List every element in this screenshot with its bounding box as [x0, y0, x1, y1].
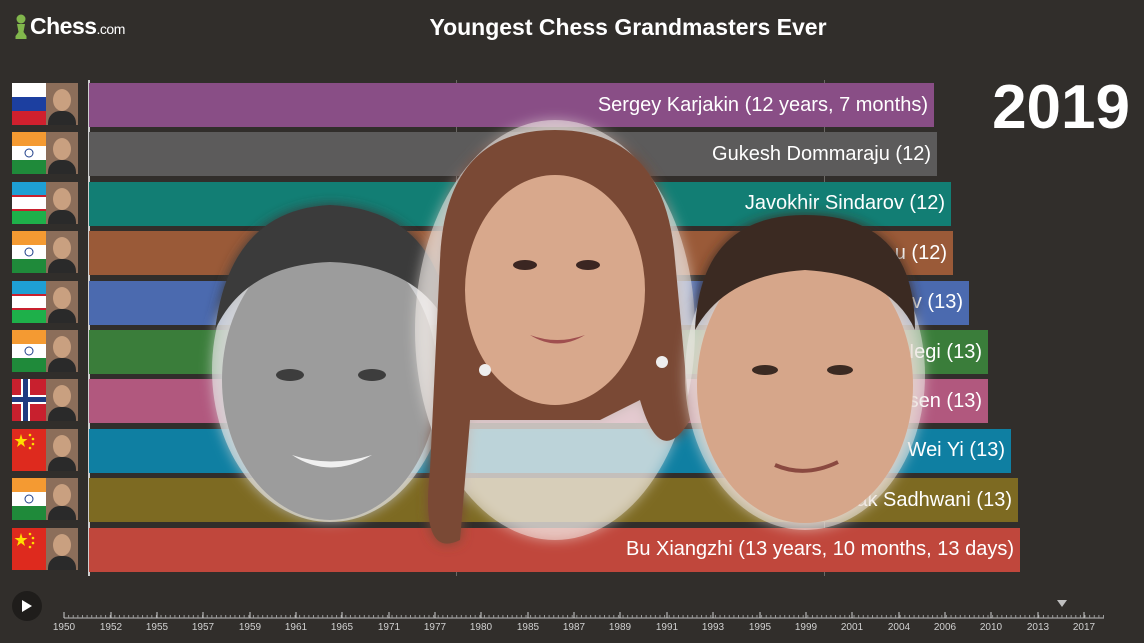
bar-label: Sergey Karjakin (12 years, 7 months)	[597, 93, 928, 116]
timeline-tick-label: 2013	[1026, 622, 1050, 633]
bar-label: u (12)	[894, 241, 947, 264]
bar-label: Negi (13)	[899, 340, 982, 363]
bar-label: unak Sadhwani (13)	[834, 488, 1012, 511]
flag-china-icon	[12, 527, 46, 570]
player-avatar	[46, 231, 78, 274]
player-avatar	[46, 181, 78, 224]
flag-uzbekistan-icon	[12, 181, 46, 224]
pawn-icon	[15, 14, 27, 39]
bar-label: sen (13)	[908, 389, 982, 412]
chess-com-logo[interactable]: Chess.com	[14, 13, 125, 40]
chart-row: Bu Xiangzhi (13 years, 10 months, 13 day…	[12, 525, 1112, 572]
timeline-tick-label: 1980	[469, 622, 493, 633]
chart-row: unak Sadhwani (13)	[12, 475, 1112, 523]
bar: unak Sadhwani (13)	[89, 478, 1018, 523]
flag-russia-icon	[12, 83, 46, 125]
player-avatar	[46, 132, 78, 175]
timeline-track	[63, 612, 1104, 619]
timeline-tick-label: 1971	[377, 622, 401, 633]
chart-row: Sergey Karjakin (12 years, 7 months)	[12, 80, 1112, 127]
timeline-tick-label: 1991	[655, 622, 679, 633]
timeline-tick-label: 1995	[748, 622, 772, 633]
player-avatar	[46, 527, 78, 570]
player-avatar	[46, 428, 78, 471]
bar-label: Gukesh Dommaraju (12)	[712, 142, 931, 165]
bar-label: Wei Yi (13)	[907, 439, 1005, 462]
timeline-tick-label: 1989	[608, 622, 632, 633]
timeline-tick-label: 1965	[330, 622, 354, 633]
player-avatar	[46, 280, 78, 323]
timeline-tick-label: 1993	[701, 622, 725, 633]
chart-row: v (13)	[12, 278, 1112, 325]
play-icon	[22, 600, 32, 612]
timeline-tick-label: 1959	[238, 622, 262, 633]
timeline-tick-label: 1957	[191, 622, 215, 633]
flag-india-icon	[12, 330, 46, 372]
bar: sen (13)	[89, 379, 988, 424]
bar-label: Bu Xiangzhi (13 years, 10 months, 13 day…	[626, 538, 1014, 561]
year-counter: 2019	[992, 73, 1130, 142]
chart-row: u (12)	[12, 228, 1112, 276]
timeline-tick-label: 1952	[99, 622, 123, 633]
bar: Wei Yi (13)	[89, 428, 1011, 473]
chart-row: Wei Yi (13)	[12, 426, 1112, 473]
timeline-tick-label: 1955	[145, 622, 169, 633]
chart-row: sen (13)	[12, 376, 1112, 424]
timeline-slider[interactable]: 1950 1952 1955 1957 1959 1961 1965 1971 1977 1980…	[0, 608, 1144, 643]
bar: Gukesh Dommaraju (12)	[89, 132, 937, 177]
timeline-tick-label: 2017	[1072, 622, 1096, 633]
bar: Javokhir Sindarov (12)	[89, 181, 951, 226]
timeline-tick-label: 1977	[423, 622, 447, 633]
chart-row: Negi (13)	[12, 327, 1112, 374]
axis-line	[88, 80, 90, 576]
timeline-tick-label: 1950	[52, 622, 76, 633]
flag-uzbekistan-icon	[12, 280, 46, 323]
bar: u (12)	[89, 231, 953, 276]
player-avatar	[46, 478, 78, 521]
play-button[interactable]	[12, 591, 42, 621]
logo-wordmark: Chess.com	[30, 13, 125, 39]
page-title: Youngest Chess Grandmasters Ever	[429, 14, 827, 40]
flag-china-icon	[12, 428, 46, 471]
bar-label: Javokhir Sindarov (12)	[744, 192, 945, 215]
timeline-tick-label: 2006	[933, 622, 957, 633]
timeline-tick-label: 2010	[979, 622, 1003, 633]
player-avatar	[46, 379, 78, 422]
bar-chart-race: Sergey Karjakin (12 years, 7 months) Guke…	[12, 80, 1112, 580]
bar: Bu Xiangzhi (13 years, 10 months, 13 day…	[89, 527, 1020, 572]
chart-row: Gukesh Dommaraju (12)	[12, 129, 1112, 177]
flag-india-icon	[12, 132, 46, 175]
chart-row: Javokhir Sindarov (12)	[12, 179, 1112, 226]
flag-india-icon	[12, 231, 46, 274]
flag-norway-icon	[12, 379, 46, 422]
flag-india-icon	[12, 478, 46, 521]
timeline-tick-label: 2004	[887, 622, 911, 633]
bar-label: v (13)	[911, 291, 963, 314]
timeline-position-marker[interactable]	[1057, 600, 1067, 607]
timeline-tick-label: 2001	[840, 622, 864, 633]
timeline-tick-label: 1999	[794, 622, 818, 633]
timeline-tick-label: 1961	[284, 622, 308, 633]
player-avatar	[46, 83, 78, 125]
bar: v (13)	[89, 280, 969, 325]
timeline-tick-label: 1985	[516, 622, 540, 633]
bar: Negi (13)	[89, 330, 988, 374]
player-avatar	[46, 330, 78, 372]
bar: Sergey Karjakin (12 years, 7 months)	[89, 83, 934, 127]
timeline-tick-label: 1987	[562, 622, 586, 633]
